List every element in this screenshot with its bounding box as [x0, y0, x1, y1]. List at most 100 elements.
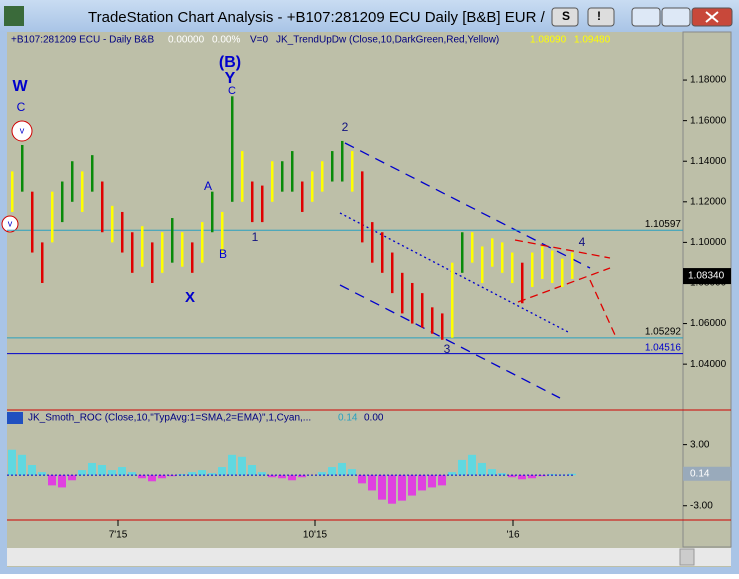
window-title: TradeStation Chart Analysis - +B107:2812…: [88, 9, 570, 26]
price-bar: [121, 211, 124, 253]
study-header: JK_Smoth_ROC (Close,10,"TypAvg:1=SMA,2=E…: [28, 413, 311, 424]
wave-label: (B): [219, 54, 241, 71]
price-bar: [41, 242, 44, 283]
price-bar: [141, 226, 144, 267]
maximize-button[interactable]: [661, 7, 691, 27]
roc-bar: [568, 473, 576, 476]
price-bar: [551, 250, 554, 283]
price-bar: [81, 171, 84, 212]
minimize-button[interactable]: [631, 7, 661, 27]
triangle-lines: [514, 239, 616, 336]
roc-bar: [358, 475, 366, 484]
price-bar: [131, 232, 134, 273]
roc-bar: [28, 465, 36, 476]
price-bar: [421, 293, 424, 328]
roc-bar: [188, 472, 196, 476]
marker-label: v: [8, 218, 13, 228]
price-bar: [251, 181, 254, 223]
price-bar: [411, 282, 414, 324]
price-bar: [391, 252, 394, 294]
price-bar: [291, 151, 294, 192]
wave-label: C: [228, 85, 236, 97]
wave-label: B: [219, 247, 227, 261]
y-tick-label: 1.10000: [690, 237, 727, 248]
price-bar: [151, 242, 154, 283]
header-value: V=0: [250, 35, 269, 46]
header-value: 0.14: [338, 413, 358, 424]
y-tick-label: -3.00: [690, 500, 713, 511]
price-bar: [471, 232, 474, 263]
roc-bar: [118, 467, 126, 476]
wave-label: A: [204, 179, 212, 193]
wave-label: 2: [342, 120, 349, 134]
roc-bar: [158, 475, 166, 479]
roc-bar: [318, 472, 326, 476]
roc-bar: [508, 475, 516, 478]
price-bar: [71, 161, 74, 202]
wave-label: X: [185, 289, 195, 306]
price-bar: [11, 171, 14, 212]
header-value: 0.00000: [168, 35, 205, 46]
symbol-header: +B107:281209 ECU - Daily B&B: [11, 35, 154, 46]
level-box: [638, 325, 682, 337]
level-label: 1.10597: [645, 219, 682, 230]
scroll-thumb[interactable]: [679, 548, 695, 566]
price-bar: [321, 161, 324, 192]
price-axis: [682, 31, 732, 548]
scrollbar[interactable]: [7, 548, 731, 566]
roc-bar: [528, 475, 536, 479]
price-bar: [541, 246, 544, 279]
price-bar: [531, 252, 534, 288]
alert-button[interactable]: [587, 7, 615, 27]
roc-bar: [58, 475, 66, 488]
level-label: 1.05292: [645, 327, 682, 338]
roc-bar: [368, 475, 376, 491]
roc-bar: [208, 473, 216, 476]
roc-bar: [328, 467, 336, 476]
price-bar: [211, 191, 214, 233]
roc-bar: [8, 449, 16, 476]
roc-bar: [398, 475, 406, 501]
roc-bar: [178, 474, 186, 476]
roc-bar: [488, 469, 496, 476]
roc-bar: [258, 472, 266, 476]
roc-bar: [538, 475, 546, 477]
roc-bar: [78, 470, 86, 476]
header-value: 0.00%: [212, 35, 240, 46]
y-tick-label: 1.06000: [690, 318, 727, 329]
roc-bar: [138, 475, 146, 479]
price-bar: [101, 181, 104, 233]
wave-label: 4: [579, 235, 586, 249]
price-bar: [381, 232, 384, 273]
trend-lines: [339, 142, 591, 399]
marker: [1, 215, 19, 233]
x-tick-label: 10'15: [303, 530, 328, 541]
roc-bar: [458, 459, 466, 476]
price-bar: [181, 232, 184, 267]
style-button[interactable]: [551, 7, 579, 27]
roc-bar: [248, 465, 256, 476]
study-value: 1.09480: [574, 35, 611, 46]
wave-label: Y: [225, 70, 236, 87]
style-button-label: S: [562, 9, 570, 23]
price-bar: [451, 262, 454, 338]
y-tick-label: 1.14000: [690, 156, 727, 167]
price-bar: [491, 238, 494, 267]
roc-bar: [338, 462, 346, 476]
alert-button-label: !: [597, 9, 601, 23]
price-bar: [521, 262, 524, 304]
price-bar: [161, 232, 164, 273]
price-bar: [171, 218, 174, 263]
price-bar: [51, 191, 54, 243]
price-bar: [91, 155, 94, 192]
price-bar: [31, 191, 34, 253]
roc-bar: [288, 475, 296, 481]
price-bar: [61, 181, 64, 223]
price-bar: [481, 246, 484, 283]
roc-bar: [518, 475, 526, 480]
price-bar: [301, 181, 304, 212]
x-tick-label: '16: [506, 530, 519, 541]
price-bar: [561, 258, 564, 288]
roc-bar: [548, 474, 556, 476]
